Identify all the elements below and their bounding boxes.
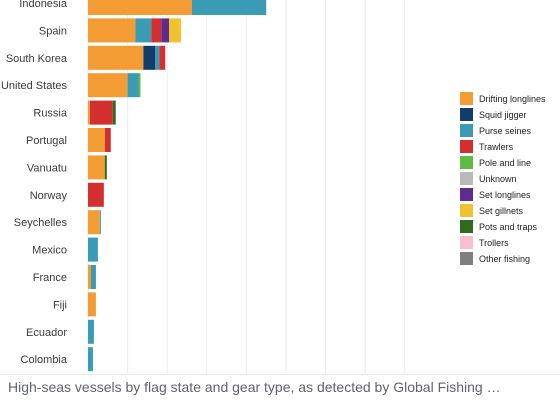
chart-caption: High-seas vessels by flag state and gear…	[8, 379, 501, 395]
legend-swatch	[460, 124, 473, 137]
category-label: France	[33, 272, 67, 284]
category-labels: Indonesia Spain South Korea United States Ru…	[1, 0, 68, 366]
bar-segment	[88, 237, 98, 262]
caption-divider	[0, 374, 560, 375]
bar-segment	[143, 45, 156, 70]
legend-swatch	[460, 92, 473, 105]
bar-segment	[104, 155, 107, 180]
bar-segment	[88, 128, 105, 152]
bar-segment	[112, 100, 116, 125]
bar-segment	[88, 292, 96, 317]
bar-segment	[151, 18, 162, 43]
legend-label: Set longlines	[479, 190, 531, 200]
category-label: Mexico	[32, 245, 67, 257]
bar-segment	[159, 45, 166, 70]
category-label: Portugal	[26, 135, 67, 147]
category-label: South Korea	[6, 53, 68, 65]
bar-segment	[88, 155, 105, 180]
category-label: Norway	[30, 190, 68, 202]
category-label: Colombia	[21, 354, 68, 366]
legend-label: Squid jigger	[479, 110, 527, 120]
category-label: Fiji	[53, 299, 67, 311]
legend-label: Purse seines	[479, 126, 532, 136]
bar-segment	[88, 347, 93, 372]
legend-swatch	[460, 172, 473, 185]
bar-segment	[89, 100, 113, 125]
bar-segment	[88, 182, 104, 207]
legend-label: Other fishing	[479, 254, 530, 264]
bar-segment	[88, 319, 94, 344]
legend-swatch	[460, 140, 473, 153]
legend-label: Pots and traps	[479, 222, 538, 232]
legend-swatch	[460, 188, 473, 201]
bar-segment	[161, 18, 170, 43]
bar-segment	[135, 18, 152, 43]
legend-swatch	[460, 204, 473, 217]
bars	[88, 0, 267, 372]
bar-segment	[104, 128, 111, 152]
category-label: Russia	[33, 108, 68, 120]
bar-segment	[88, 0, 192, 15]
category-label: Spain	[39, 25, 67, 37]
bar-segment	[88, 45, 144, 70]
bar-segment	[88, 18, 136, 43]
legend-label: Trollers	[479, 238, 509, 248]
bar-segment	[138, 73, 141, 98]
bar-segment	[99, 210, 101, 235]
bar-segment	[155, 45, 160, 70]
category-label: United States	[1, 80, 68, 92]
bar-segment	[191, 0, 267, 15]
legend-swatch	[460, 220, 473, 233]
legend-label: Trawlers	[479, 142, 514, 152]
legend-swatch	[460, 252, 473, 265]
bar-segment	[127, 73, 139, 98]
legend-label: Drifting longlines	[479, 94, 546, 104]
category-label: Vanuatu	[27, 162, 67, 174]
category-label: Seychelles	[14, 217, 68, 229]
legend: Drifting longlines Squid jigger Purse sein…	[460, 92, 546, 265]
stacked-bar-chart: Indonesia Spain South Korea United States Ru…	[1, 0, 546, 374]
bar-segment	[88, 73, 128, 98]
bar-segment	[169, 18, 182, 43]
legend-label: Pole and line	[479, 158, 531, 168]
bar-segment	[90, 265, 96, 289]
category-label: Indonesia	[19, 0, 68, 10]
bar-segment	[88, 100, 90, 125]
legend-label: Set gillnets	[479, 206, 524, 216]
bar-segment	[88, 210, 100, 235]
legend-swatch	[460, 236, 473, 249]
bar-segment	[88, 265, 91, 289]
legend-swatch	[460, 108, 473, 121]
legend-swatch	[460, 156, 473, 169]
legend-label: Unknown	[479, 174, 517, 184]
category-label: Ecuador	[26, 327, 67, 339]
